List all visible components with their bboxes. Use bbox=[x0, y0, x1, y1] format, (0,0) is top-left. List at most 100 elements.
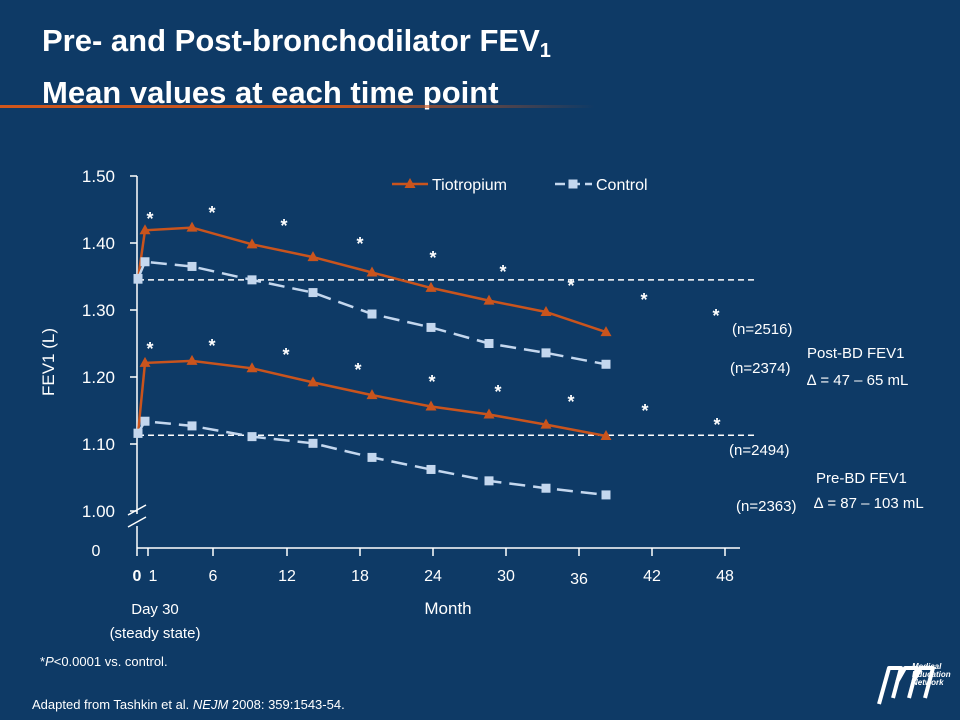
tiotropium-point bbox=[483, 294, 495, 305]
control-pre-BD-line bbox=[136, 419, 607, 497]
y-tick-label: 1.50 bbox=[82, 167, 115, 186]
control-point bbox=[308, 288, 318, 298]
y-tick-label: 1.40 bbox=[82, 234, 115, 253]
control-point bbox=[187, 261, 197, 271]
chart-legend: Tiotropium Control bbox=[392, 177, 648, 194]
x-tick-label: 42 bbox=[643, 568, 661, 585]
x-tick-label: 36 bbox=[570, 571, 588, 588]
control-point bbox=[541, 348, 551, 358]
tiotropium-point bbox=[139, 224, 151, 235]
axis-break-mark bbox=[127, 504, 147, 516]
title-line-1: Pre- and Post-bronchodilator FEV1 bbox=[42, 23, 551, 62]
pre-bd-significance-star: * bbox=[567, 392, 574, 412]
control-point bbox=[187, 421, 197, 431]
control-point bbox=[426, 464, 436, 474]
tiotropium-pre-BD-line bbox=[136, 359, 607, 438]
tiotropium-point bbox=[483, 408, 495, 419]
y-tick-label: 1.00 bbox=[82, 502, 115, 521]
pre-bd-significance-star: * bbox=[354, 360, 361, 380]
legend-tiotropium-label: Tiotropium bbox=[432, 177, 507, 194]
control-point bbox=[484, 339, 494, 348]
control-point bbox=[308, 438, 318, 448]
x-sublabel-steady-state: (steady state) bbox=[110, 625, 201, 642]
pre-bd-significance-star: * bbox=[713, 415, 720, 435]
post-bd-significance-star: * bbox=[429, 248, 436, 268]
tiotropium-point bbox=[307, 376, 319, 387]
control-point bbox=[247, 432, 257, 442]
logo-text: Medical Education Network bbox=[912, 662, 951, 687]
legend-control-label: Control bbox=[596, 177, 648, 194]
control-point bbox=[601, 359, 611, 369]
reference-lines bbox=[138, 279, 755, 437]
tiotropium-point bbox=[366, 266, 378, 277]
n-pre-control: (n=2363) bbox=[736, 498, 796, 515]
pre-bd-significance-star: * bbox=[146, 339, 153, 359]
tiotropium-point bbox=[139, 356, 151, 367]
x-sublabel-day30: Day 30 bbox=[131, 601, 179, 618]
control-point bbox=[140, 257, 150, 267]
tiotropium-point bbox=[186, 221, 198, 232]
pre-bd-delta: ∆ = 87 – 103 mL bbox=[814, 495, 924, 512]
x-tick-label: 1 bbox=[149, 568, 158, 585]
post-bd-significance-star: * bbox=[640, 290, 647, 310]
x-tick-label: 24 bbox=[424, 568, 442, 585]
tiotropium-point bbox=[186, 354, 198, 365]
control-point bbox=[367, 309, 377, 319]
pre-bd-significance-star: * bbox=[641, 401, 648, 421]
post-bd-significance-star: * bbox=[146, 209, 153, 229]
tiotropium-point bbox=[366, 389, 378, 400]
pre-bd-label: Pre-BD FEV1 bbox=[816, 470, 907, 487]
post-bd-significance-star: * bbox=[280, 216, 287, 236]
post-bd-significance-star: * bbox=[567, 276, 574, 296]
n-post-tiotropium: (n=2516) bbox=[732, 321, 792, 338]
x-tick-label: 0 bbox=[133, 568, 142, 585]
tiotropium-point bbox=[600, 326, 612, 337]
y-axis-label: FEV1 (L) bbox=[39, 328, 58, 396]
tiotropium-point bbox=[425, 281, 437, 292]
x-tick-label: 12 bbox=[278, 568, 296, 585]
y-tick-label: 1.30 bbox=[82, 301, 115, 320]
control-post-BD-line bbox=[136, 260, 607, 366]
pre-bd-significance-star: * bbox=[428, 372, 435, 392]
post-bd-significance-star: * bbox=[356, 234, 363, 254]
chart-series bbox=[133, 221, 612, 500]
x-tick-label: 6 bbox=[209, 568, 218, 585]
chart-annotations: (n=2516) (n=2374) (n=2494) (n=2363) Post-BD … bbox=[729, 321, 924, 515]
tiotropium-point bbox=[425, 400, 437, 411]
legend-tiotropium-marker bbox=[404, 178, 416, 188]
n-post-control: (n=2374) bbox=[730, 360, 790, 377]
tiotropium-point bbox=[246, 362, 258, 373]
title-underline bbox=[0, 105, 960, 108]
slide-title: Pre- and Post-bronchodilator FEV1 Mean v… bbox=[42, 20, 551, 114]
tiotropium-point bbox=[246, 238, 258, 249]
x-tick-label: 30 bbox=[497, 568, 515, 585]
post-bd-significance-star: * bbox=[712, 306, 719, 326]
tiotropium-point bbox=[540, 306, 552, 317]
axis-break-mark bbox=[127, 516, 147, 528]
y-tick-label: 1.20 bbox=[82, 368, 115, 387]
significance-stars: * * * * * * * * * * * * * * * * * * bbox=[146, 203, 720, 435]
pre-bd-significance-star: * bbox=[494, 382, 501, 402]
pre-bd-significance-star: * bbox=[282, 345, 289, 365]
control-point bbox=[484, 476, 494, 486]
mednet-logo-icon bbox=[877, 666, 935, 705]
n-pre-tiotropium: (n=2494) bbox=[729, 442, 789, 459]
x-tick-label: 48 bbox=[716, 568, 734, 585]
legend-control-marker bbox=[568, 179, 578, 189]
x-tick-label: 18 bbox=[351, 568, 369, 585]
control-point bbox=[601, 490, 611, 500]
title-line-2: Mean values at each time point bbox=[42, 75, 499, 110]
post-bd-delta: ∆ = 47 – 65 mL bbox=[807, 372, 908, 389]
tiotropium-point bbox=[540, 418, 552, 429]
tiotropium-post-BD-line bbox=[136, 226, 607, 334]
post-bd-significance-star: * bbox=[499, 262, 506, 282]
x-axis-label: Month bbox=[424, 599, 471, 618]
source-citation: Adapted from Tashkin et al. NEJM 2008: 3… bbox=[32, 697, 345, 712]
control-point bbox=[140, 416, 150, 426]
control-point bbox=[247, 275, 257, 285]
control-point bbox=[541, 483, 551, 493]
control-point bbox=[426, 322, 436, 332]
tiotropium-point bbox=[600, 429, 612, 440]
